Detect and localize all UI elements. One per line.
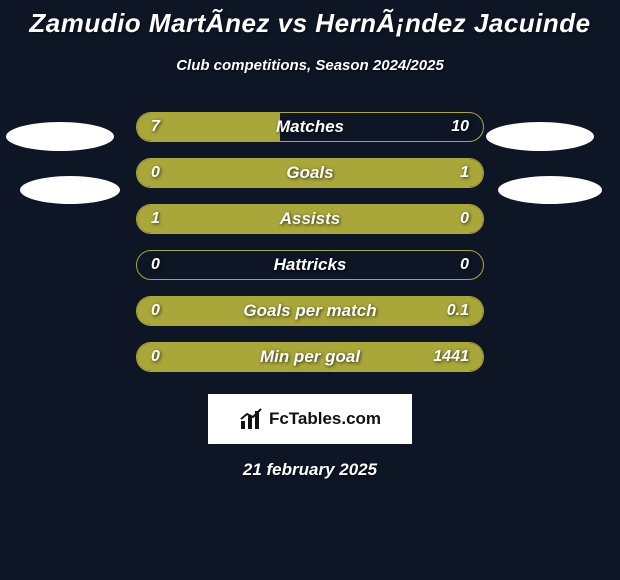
stat-bar: Hattricks0 0: [136, 250, 484, 280]
date-label: 21 february 2025: [0, 460, 620, 480]
stat-value-left: 0: [151, 348, 160, 366]
stat-row: Assists1 0: [0, 204, 620, 234]
stat-bar: Assists1 0: [136, 204, 484, 234]
player-ellipse: [486, 122, 594, 151]
stat-row: Hattricks0 0: [0, 250, 620, 280]
page-title: Zamudio MartÃ­nez vs HernÃ¡ndez Jacuinde: [0, 0, 620, 39]
stat-bar: Goals0 1: [136, 158, 484, 188]
player-ellipse: [498, 176, 602, 204]
watermark-badge: FcTables.com: [208, 394, 412, 444]
stat-value-right: 0: [460, 210, 469, 228]
stat-label: Min per goal: [137, 347, 483, 367]
stat-value-right: 1441: [433, 348, 469, 366]
stat-label: Hattricks: [137, 255, 483, 275]
stat-value-left: 7: [151, 118, 160, 136]
stat-label: Matches: [137, 117, 483, 137]
page-subtitle: Club competitions, Season 2024/2025: [0, 57, 620, 74]
stat-label: Goals per match: [137, 301, 483, 321]
stat-label: Assists: [137, 209, 483, 229]
stat-value-left: 0: [151, 256, 160, 274]
stat-rows: Matches710Goals01Assists10Hattricks00Goa…: [0, 112, 620, 372]
stat-value-right: 1: [460, 164, 469, 182]
stat-bar: Goals per match0 0.1: [136, 296, 484, 326]
stat-bar: Matches7 10: [136, 112, 484, 142]
stat-value-right: 10: [451, 118, 469, 136]
stat-value-right: 0: [460, 256, 469, 274]
stat-value-left: 0: [151, 164, 160, 182]
stat-row: Goals per match0 0.1: [0, 296, 620, 326]
stat-value-right: 0.1: [447, 302, 469, 320]
stat-label: Goals: [137, 163, 483, 183]
chart-icon: [239, 407, 263, 431]
stat-value-left: 0: [151, 302, 160, 320]
watermark-text: FcTables.com: [269, 409, 381, 429]
stat-bar: Min per goal0 1441: [136, 342, 484, 372]
player-ellipse: [6, 122, 114, 151]
stat-row: Min per goal0 1441: [0, 342, 620, 372]
player-ellipse: [20, 176, 120, 204]
stat-value-left: 1: [151, 210, 160, 228]
